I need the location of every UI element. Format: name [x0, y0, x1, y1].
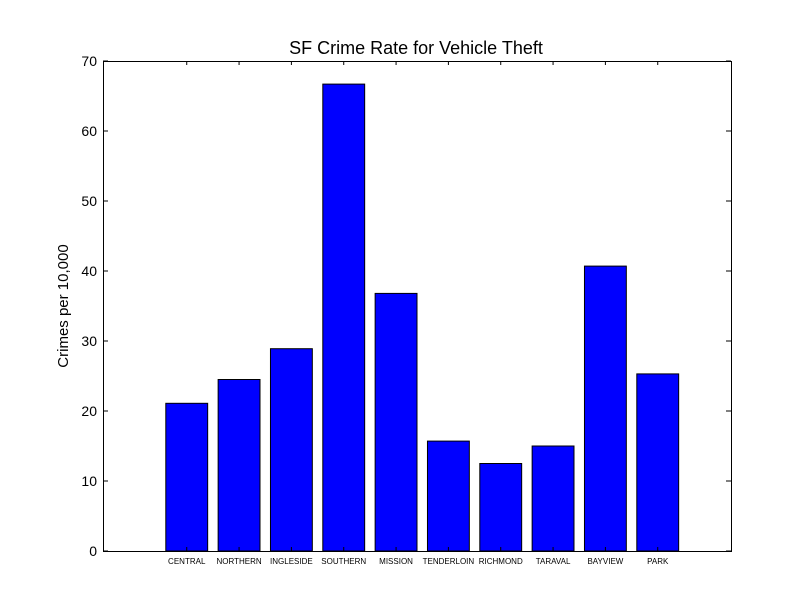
x-tick-label: MISSION: [379, 557, 413, 566]
x-tick-label: INGLESIDE: [270, 557, 313, 566]
y-tick-label: 10: [81, 473, 97, 489]
y-tick-label: 40: [81, 263, 97, 279]
bar-tenderloin: [426, 440, 470, 552]
y-tick-label: 0: [89, 543, 97, 559]
bar-bayview: [583, 265, 627, 552]
y-tick-label: 20: [81, 403, 97, 419]
x-tick-label: CENTRAL: [168, 557, 206, 566]
bar-northern: [217, 379, 261, 552]
y-axis-label: Crimes per 10,000: [55, 244, 72, 367]
y-tick-label: 60: [81, 123, 97, 139]
y-axis-ticks: 0 10 20 30 40 50 60 70: [81, 53, 731, 559]
chart-title: SF Crime Rate for Vehicle Theft: [289, 38, 543, 58]
y-tick-label: 70: [81, 53, 97, 69]
x-axis-ticks: CENTRAL NORTHERN INGLESIDE SOUTHERN MISSION T…: [168, 61, 669, 566]
y-tick-label: 50: [81, 193, 97, 209]
x-tick-label: TARAVAL: [536, 557, 571, 566]
bar-richmond: [479, 463, 523, 552]
y-tick-label: 30: [81, 333, 97, 349]
bar-central: [165, 402, 209, 552]
x-tick-label: RICHMOND: [479, 557, 523, 566]
x-tick-label: SOUTHERN: [321, 557, 366, 566]
bar-taraval: [531, 445, 575, 552]
bar-ingleside: [269, 348, 313, 552]
x-tick-label: TENDERLOIN: [423, 557, 475, 566]
bar-southern: [322, 83, 366, 552]
plot-frame: [103, 61, 732, 552]
x-tick-label: PARK: [647, 557, 669, 566]
bar-park: [636, 373, 680, 552]
x-tick-label: NORTHERN: [216, 557, 261, 566]
bar-mission: [374, 292, 418, 552]
bars-group: [165, 83, 680, 552]
x-tick-label: BAYVIEW: [587, 557, 623, 566]
